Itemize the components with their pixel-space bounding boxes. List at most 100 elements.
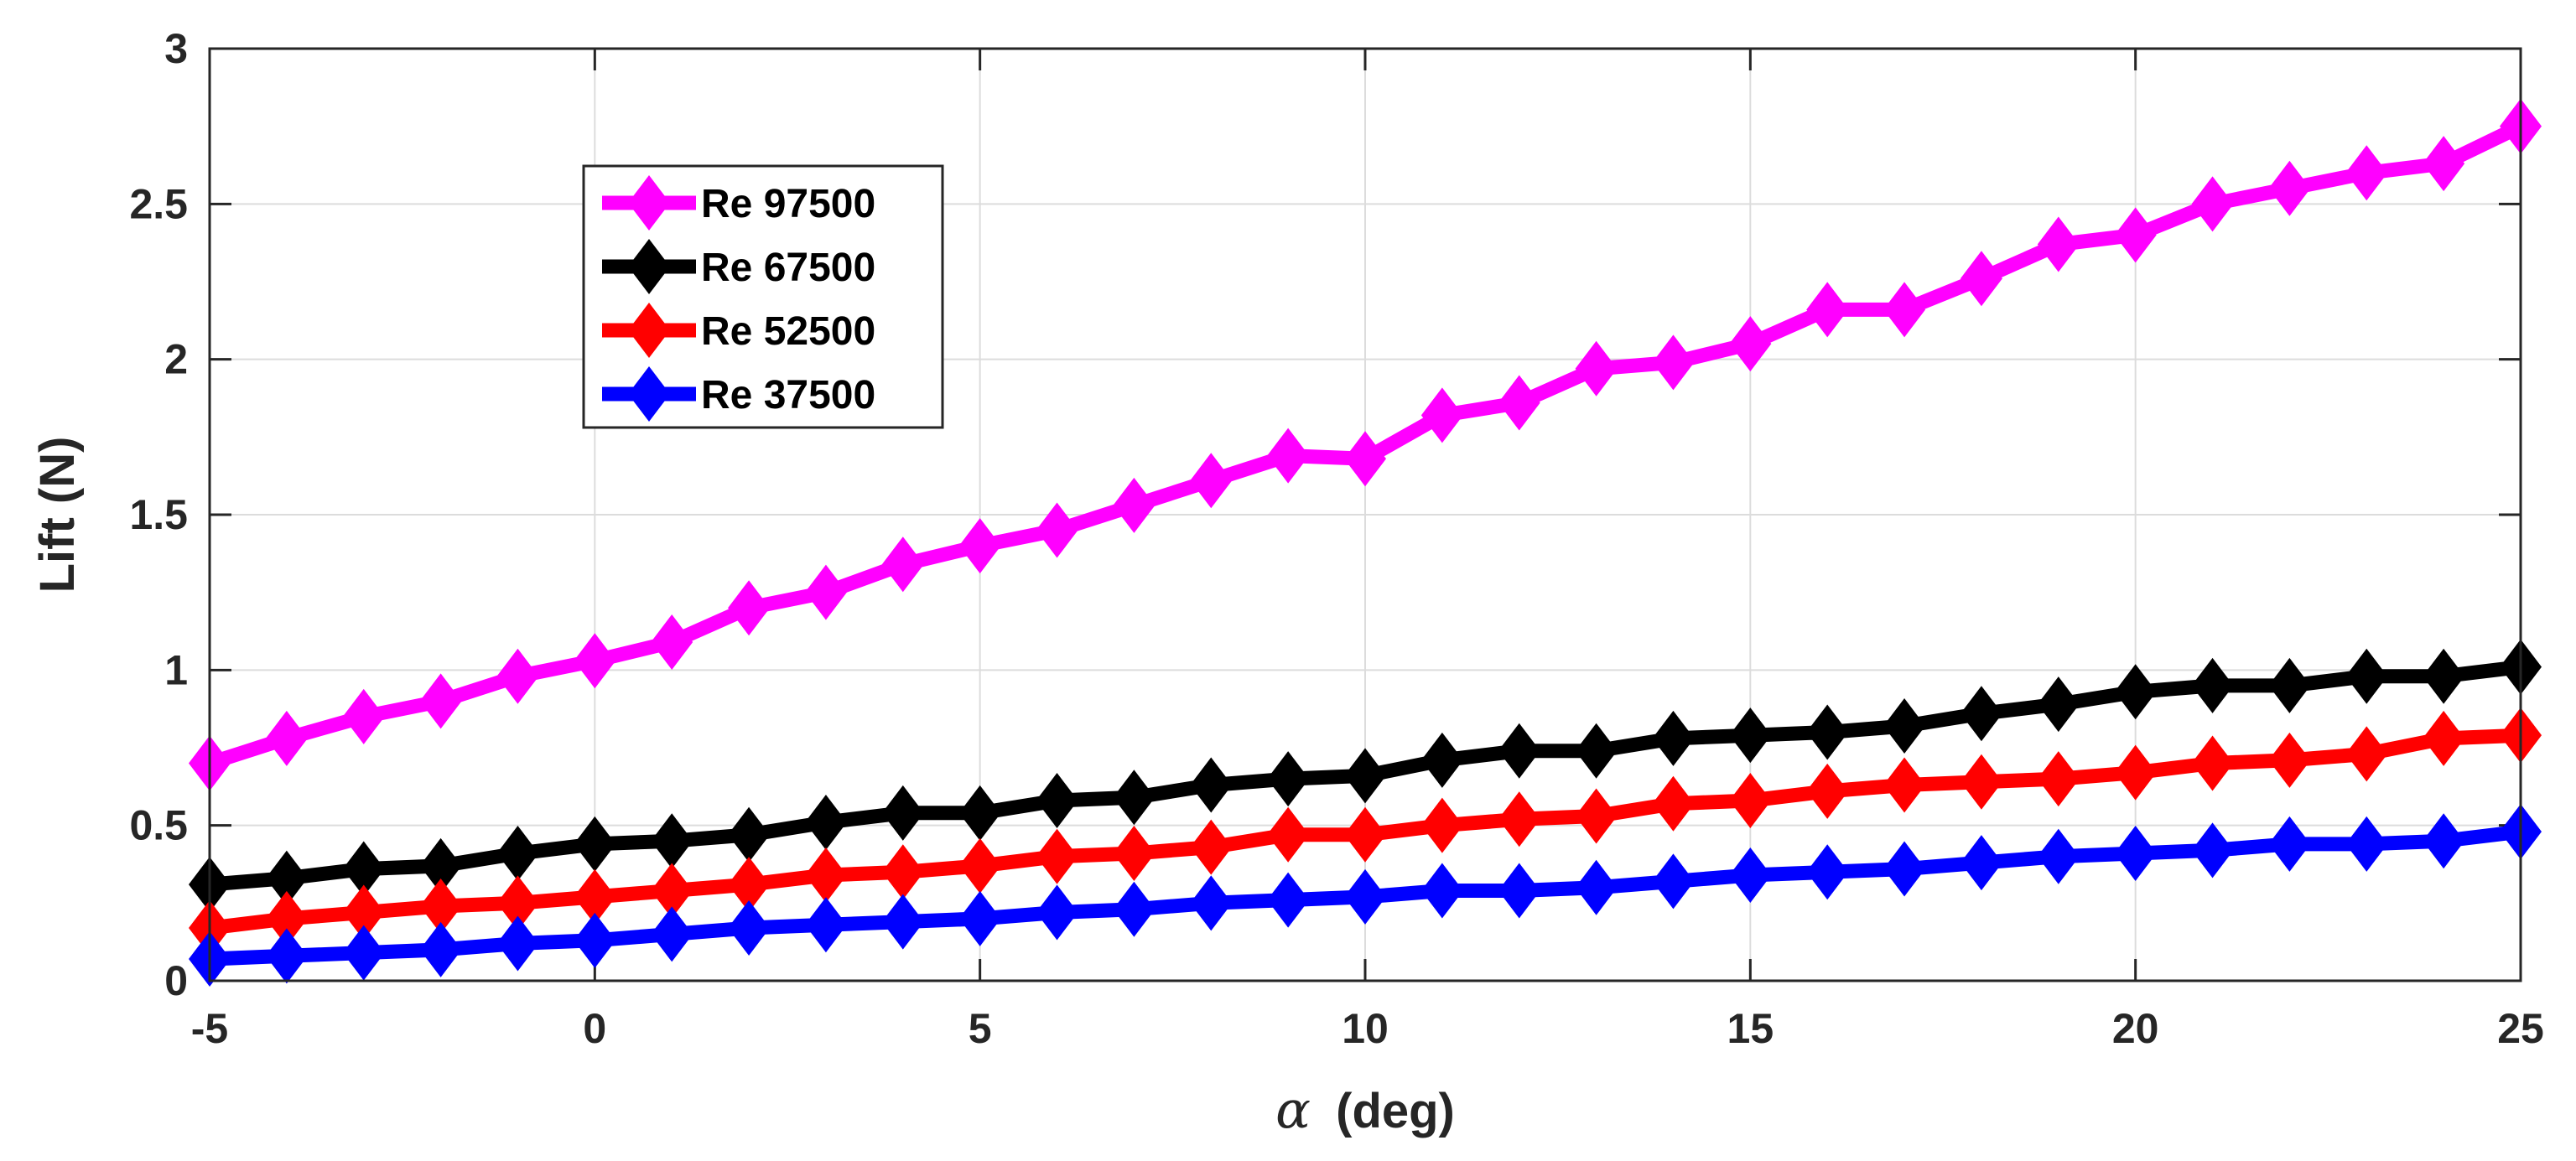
data-point xyxy=(1267,428,1310,484)
data-point xyxy=(1883,698,1926,754)
data-point xyxy=(2423,136,2465,192)
data-point xyxy=(1036,884,1078,941)
data-point xyxy=(958,785,1001,841)
data-point xyxy=(881,785,924,841)
data-point xyxy=(2268,160,2311,216)
x-tick-label: 15 xyxy=(1727,1005,1774,1052)
data-point xyxy=(496,648,539,704)
y-tick-label: 1.5 xyxy=(129,491,188,538)
data-point xyxy=(958,518,1001,574)
legend-item: Re 97500 xyxy=(602,175,875,231)
data-point xyxy=(2114,744,2157,801)
data-point xyxy=(1420,863,1463,919)
data-point xyxy=(1190,757,1233,813)
y-tick-label: 2 xyxy=(164,336,188,383)
data-point xyxy=(265,710,308,766)
y-tick-label: 1 xyxy=(164,646,188,693)
legend-label: Re 52500 xyxy=(701,309,875,354)
data-point xyxy=(419,879,462,935)
data-point xyxy=(1344,868,1386,925)
data-point xyxy=(1113,826,1156,882)
data-point xyxy=(804,847,847,903)
data-point xyxy=(958,890,1001,946)
legend-label: Re 37500 xyxy=(701,373,875,417)
data-point xyxy=(2191,735,2234,791)
y-tick-label: 3 xyxy=(164,25,188,72)
data-point xyxy=(2037,216,2080,272)
data-point xyxy=(342,925,385,981)
data-point xyxy=(419,837,462,894)
data-point xyxy=(1498,791,1540,847)
data-point xyxy=(1652,334,1695,391)
legend-marker xyxy=(628,175,670,231)
series-re-67500 xyxy=(189,639,2542,913)
data-point xyxy=(419,673,462,729)
x-tick-label: 25 xyxy=(2497,1005,2544,1052)
series-re-37500 xyxy=(189,804,2542,987)
data-point xyxy=(2423,648,2465,704)
data-point xyxy=(728,899,771,956)
data-point xyxy=(574,912,616,968)
y-tick-label: 2.5 xyxy=(129,180,188,227)
x-tick-label: 10 xyxy=(1342,1005,1389,1052)
data-point xyxy=(342,884,385,941)
data-point xyxy=(1652,775,1695,832)
data-point xyxy=(1420,387,1463,443)
x-tick-label: 0 xyxy=(583,1005,606,1052)
legend-marker xyxy=(628,303,670,358)
data-point xyxy=(2268,657,2311,713)
data-point xyxy=(574,633,616,689)
data-point xyxy=(1883,757,1926,813)
data-point xyxy=(2345,816,2388,872)
data-point xyxy=(1883,282,1926,338)
data-point xyxy=(265,890,308,946)
data-point xyxy=(1344,431,1386,487)
data-point xyxy=(2037,751,2080,807)
x-axis-label-unit: (deg) xyxy=(1336,1084,1455,1138)
plot-frame xyxy=(208,47,2522,982)
data-point xyxy=(651,906,693,962)
data-point xyxy=(1498,723,1540,779)
data-point xyxy=(1344,748,1386,804)
data-point xyxy=(1575,788,1618,844)
data-point xyxy=(1960,686,2002,742)
data-point xyxy=(1498,375,1540,431)
data-point xyxy=(574,868,616,925)
legend-item: Re 67500 xyxy=(602,239,875,294)
data-point xyxy=(804,794,847,850)
data-point xyxy=(2191,176,2234,232)
data-point xyxy=(651,614,693,670)
data-point xyxy=(265,928,308,984)
data-point xyxy=(958,837,1001,894)
y-tick-label: 0.5 xyxy=(129,802,188,849)
data-point xyxy=(1652,853,1695,910)
data-point xyxy=(1960,835,2002,891)
y-axis-label: Lift (N) xyxy=(30,437,85,593)
data-point xyxy=(804,897,847,953)
data-point xyxy=(1036,502,1078,558)
x-axis-label: α (deg) xyxy=(1275,1079,1455,1140)
data-point xyxy=(1190,453,1233,509)
legend-marker xyxy=(628,366,670,422)
x-axis-label-symbol: α xyxy=(1275,1079,1311,1140)
legend-item: Re 52500 xyxy=(602,303,875,358)
data-point xyxy=(1806,844,1849,900)
x-tick-label: 20 xyxy=(2112,1005,2159,1052)
data-point xyxy=(1806,763,1849,819)
data-point xyxy=(574,816,616,872)
data-point xyxy=(1190,875,1233,931)
data-point xyxy=(2037,676,2080,733)
x-tick-label: 5 xyxy=(969,1005,992,1052)
data-point xyxy=(2345,145,2388,201)
data-point xyxy=(728,857,771,913)
data-point xyxy=(1883,841,1926,897)
data-point xyxy=(1729,707,1772,764)
data-point xyxy=(342,688,385,744)
legend-label: Re 67500 xyxy=(701,246,875,290)
data-point xyxy=(1190,819,1233,875)
data-point xyxy=(881,894,924,950)
data-point xyxy=(2345,726,2388,782)
tick-labels: -5 0 5 10 15 20 2500.511.522.53 xyxy=(129,25,2543,1052)
data-point xyxy=(1575,859,1618,915)
